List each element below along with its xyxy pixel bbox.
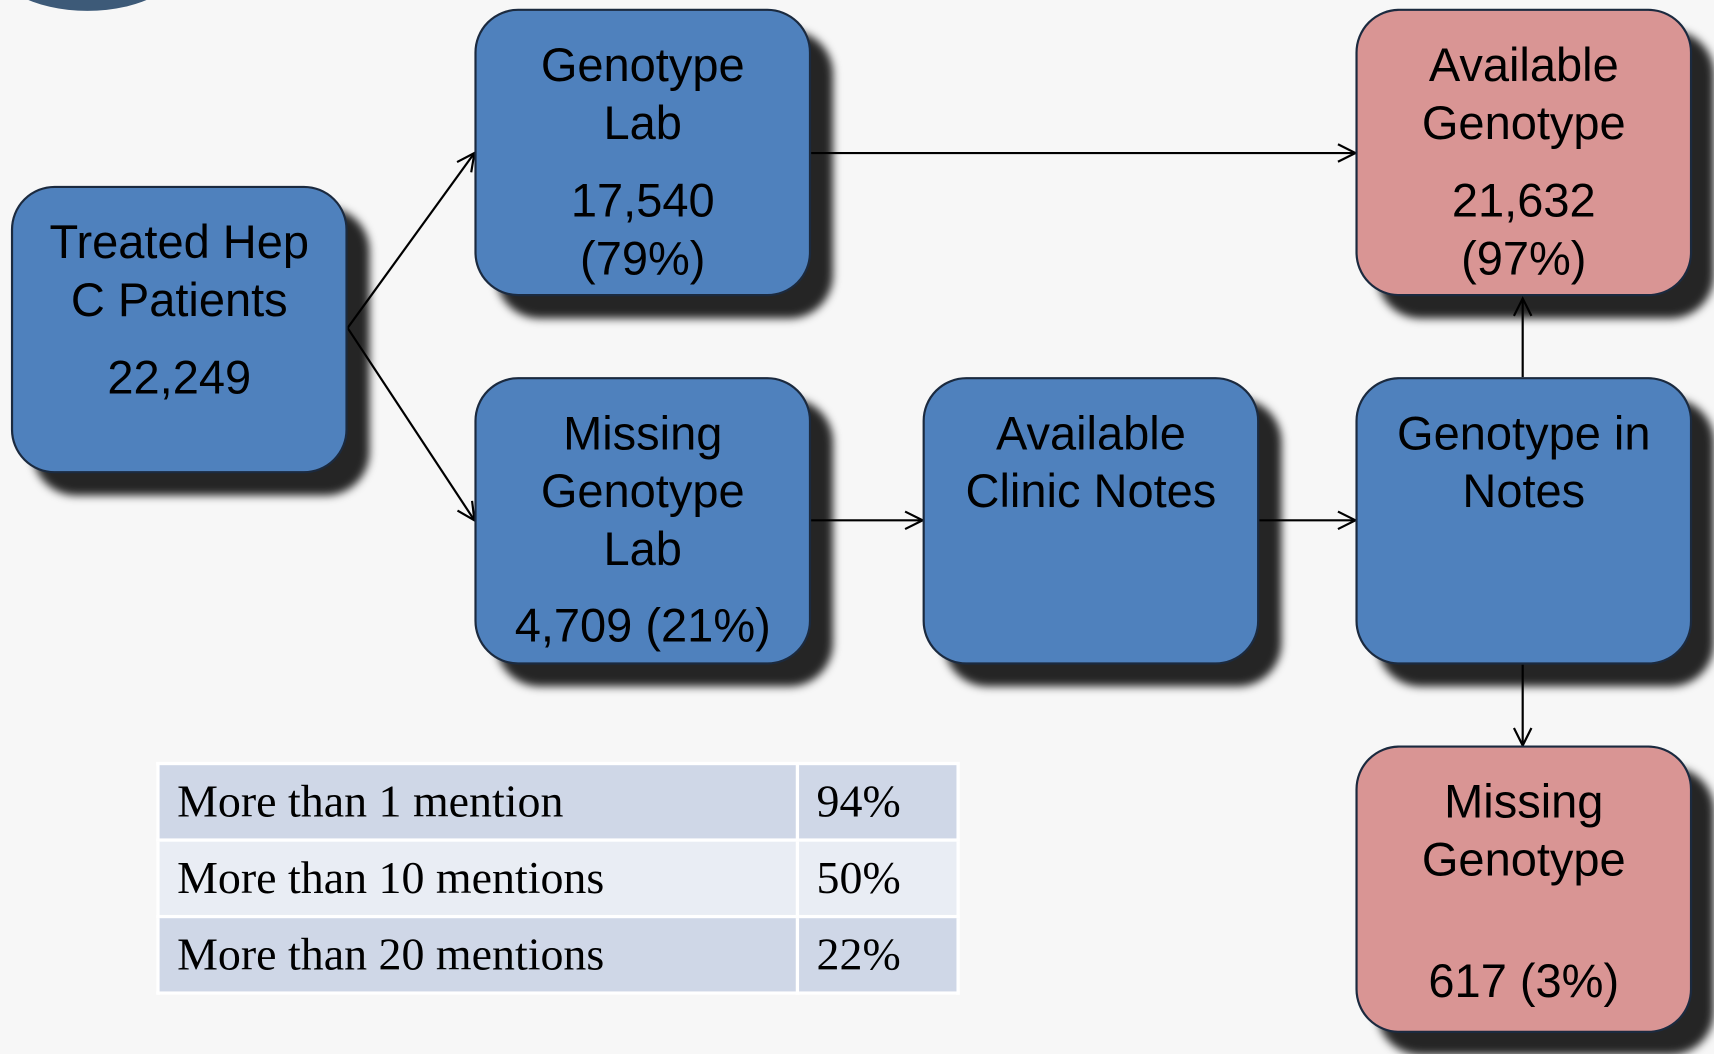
node: Missing Genotype 617 (3%) xyxy=(1355,745,1693,1033)
node: Available Clinic Notes xyxy=(922,377,1260,665)
arrow xyxy=(346,327,475,520)
node-label: Genotype in Notes xyxy=(1397,407,1651,519)
node: Genotype in Notes xyxy=(1355,377,1693,665)
table-cell: More than 1 mention xyxy=(156,761,800,842)
node-label: Missing Genotype xyxy=(1421,776,1626,887)
node-count: 17,540 xyxy=(570,174,715,228)
table-cell: 22% xyxy=(795,914,960,995)
table-row: More than 1 mention 94% xyxy=(156,761,960,842)
node: Treated Hep C Patients 22,249 xyxy=(10,185,348,474)
node: Available Genotype 21,632 (97%) xyxy=(1355,8,1693,297)
node: Genotype Lab 17,540 (79%) xyxy=(474,8,812,297)
node-count: 21,632 xyxy=(1451,174,1596,228)
table-cell: More than 20 mentions xyxy=(156,914,800,995)
node-percent: (97%) xyxy=(1461,232,1587,286)
node-percent: (79%) xyxy=(580,232,706,286)
arrow xyxy=(346,153,475,329)
node-label: Treated Hep C Patients xyxy=(49,216,310,327)
table-cell: 50% xyxy=(795,838,960,919)
node-label: Missing Genotype Lab xyxy=(540,407,745,577)
node-count: 617 (3%) xyxy=(1428,955,1620,1008)
node-count: 22,249 xyxy=(107,351,252,405)
mention-table: More than 1 mention 94% More than 10 men… xyxy=(156,761,960,995)
node-count: 4,709 (21%) xyxy=(514,600,771,653)
table-cell: 94% xyxy=(795,761,960,842)
table-row: More than 20 mentions 22% xyxy=(156,914,960,995)
table-row: More than 10 mentions 50% xyxy=(156,838,960,919)
node-label: Available Genotype xyxy=(1421,39,1626,150)
table-cell: More than 10 mentions xyxy=(156,838,800,919)
node-label: Available Clinic Notes xyxy=(965,407,1217,519)
corner-ornament xyxy=(28,0,147,11)
node-label: Genotype Lab xyxy=(540,39,745,150)
node: Missing Genotype Lab 4,709 (21%) xyxy=(474,377,812,665)
